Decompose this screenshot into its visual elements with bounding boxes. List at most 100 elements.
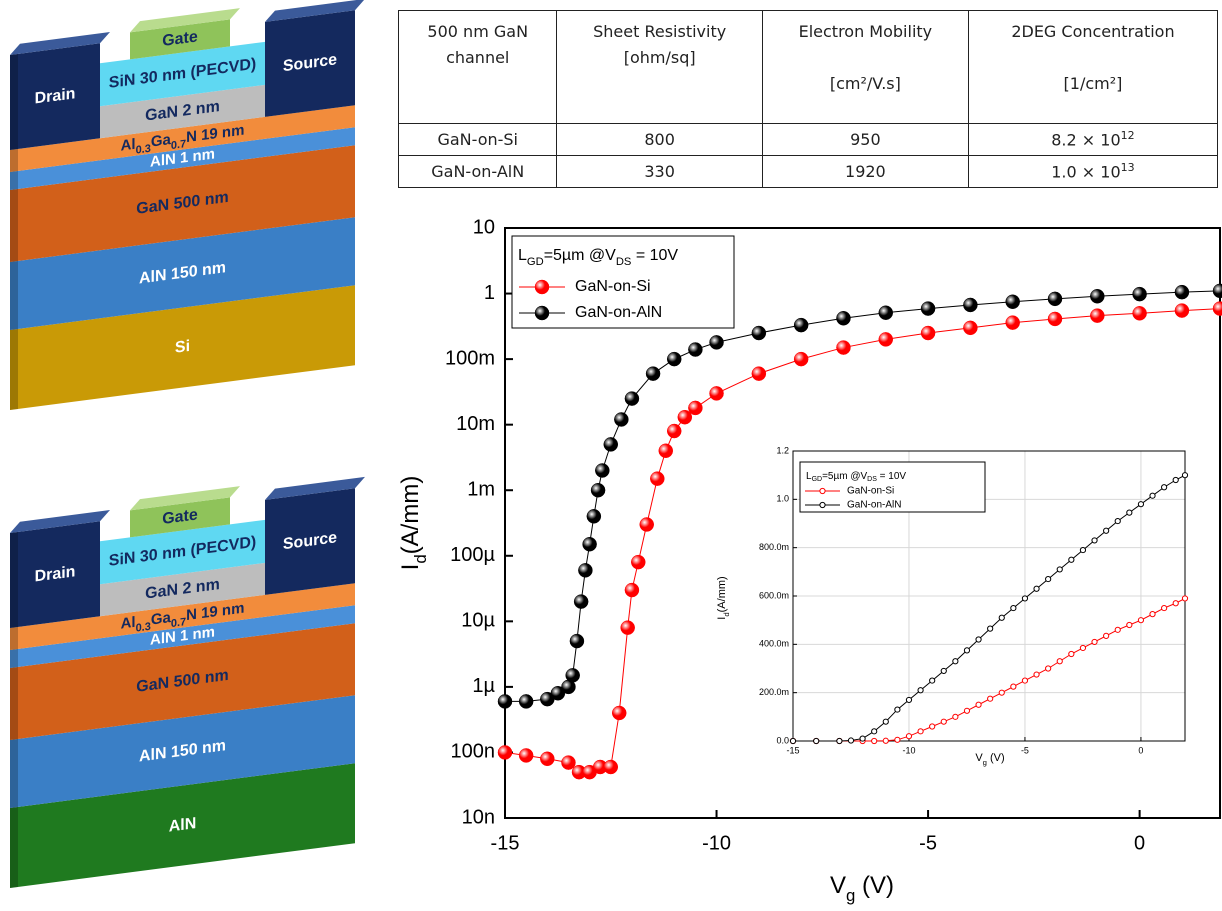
- data-point: [1091, 638, 1098, 646]
- y-tick-label: 10: [473, 216, 495, 238]
- data-point: [894, 736, 901, 743]
- layer: [10, 105, 355, 172]
- layer: [10, 145, 355, 262]
- data-point: [624, 391, 640, 406]
- header-text: 2DEG Concentration: [1011, 22, 1175, 41]
- data-point: [666, 351, 682, 367]
- legend-title-part: GD: [812, 476, 823, 483]
- data-point: [1021, 677, 1029, 684]
- data-point: [952, 658, 959, 665]
- data-point: [920, 325, 936, 341]
- x-axis-label-part: V: [830, 872, 846, 899]
- data-point: [793, 351, 809, 367]
- layer: [10, 127, 355, 190]
- data-point: [1068, 556, 1075, 563]
- y-tick-label: 1.0: [776, 494, 789, 504]
- layer-label-part: Al: [121, 136, 136, 155]
- header-cell: 500 nm GaN channel: [397, 10, 558, 124]
- data-point: [540, 751, 555, 767]
- data-point: [1045, 575, 1052, 583]
- data-point: [569, 633, 585, 649]
- data-point: [1174, 284, 1190, 300]
- top-face: [130, 486, 240, 511]
- data-point: [940, 718, 947, 725]
- data-point: [882, 737, 889, 744]
- y-tick-label: 1µ: [472, 675, 495, 697]
- data-point: [963, 707, 971, 714]
- legend-title-part: DS: [616, 256, 632, 268]
- header-text: [1/cm²]: [1063, 74, 1123, 93]
- layer-label-part: Ga: [151, 131, 172, 151]
- data-point: [836, 311, 851, 326]
- y-tick-label: 100µ: [450, 544, 495, 566]
- top-face: [10, 32, 110, 55]
- data-point: [836, 737, 843, 745]
- data-point: [709, 335, 724, 350]
- cell-text: 1920: [845, 162, 886, 181]
- table-cell: GaN-on-AlN: [397, 155, 558, 188]
- data-point: [929, 723, 936, 730]
- y-tick-label: 10µ: [461, 610, 495, 632]
- layer-label-part: 0.3: [136, 143, 151, 157]
- data-point: [1010, 604, 1017, 612]
- data-point: [963, 297, 978, 313]
- y-tick-label: 0.0: [776, 735, 789, 745]
- data-point: [1079, 644, 1087, 652]
- layer: [10, 521, 100, 628]
- data-point: [894, 706, 901, 713]
- side-shade: [10, 531, 18, 888]
- cell-text: GaN-on-Si: [437, 130, 518, 149]
- data-point: [1090, 288, 1105, 304]
- table-cell: 1.0 × 1013: [967, 155, 1219, 188]
- data-point: [871, 728, 878, 735]
- header-text: [cm²/V.s]: [829, 74, 901, 93]
- data-point: [620, 620, 635, 635]
- data-point: [534, 305, 550, 321]
- data-point: [1103, 632, 1110, 639]
- data-point: [1047, 311, 1063, 327]
- y-tick-label: 1.2: [776, 445, 789, 455]
- data-point: [688, 342, 703, 357]
- y-tick-label: 400.0m: [759, 639, 789, 649]
- header-row: 500 nm GaN channel Sheet Resistivity [ohm/s…: [397, 10, 1219, 124]
- x-axis-label-part: g: [983, 758, 987, 767]
- data-point: [847, 737, 855, 744]
- data-point: [917, 687, 924, 694]
- plot-frame: [504, 227, 1221, 819]
- y-tick-label: 10m: [456, 413, 495, 435]
- table-cell: GaN-on-Si: [397, 123, 558, 156]
- header-cell: Sheet Resistivity [ohm/sq]: [556, 10, 763, 124]
- table-cell: 330: [556, 155, 763, 188]
- data-point: [561, 755, 576, 770]
- layer-label: Gate: [162, 505, 198, 528]
- data-point: [1126, 621, 1133, 629]
- legend-title-part: = 10V: [631, 247, 678, 264]
- data-point: [813, 737, 820, 745]
- data-point: [1079, 546, 1087, 554]
- data-point: [975, 701, 982, 708]
- data-point: [859, 735, 866, 742]
- layer: [130, 497, 230, 538]
- cell-text: 330: [644, 162, 675, 181]
- y-axis-label: Id(A/mm): [716, 576, 731, 619]
- data-point: [878, 305, 894, 320]
- data-point: [1132, 286, 1147, 302]
- legend-title-part: =5µm @V: [544, 247, 616, 264]
- header-text: channel: [446, 48, 510, 67]
- x-tick-label: -5: [1021, 745, 1029, 755]
- header-cell: Electron Mobility [cm²/V.s]: [761, 10, 969, 124]
- layer: [265, 10, 355, 117]
- data-point: [836, 340, 851, 355]
- layer: [100, 41, 265, 107]
- layer: [10, 763, 355, 888]
- data-point: [658, 443, 674, 459]
- x-axis-label-part: g: [846, 886, 855, 905]
- layer-label: Drain: [35, 562, 76, 585]
- y-axis-label-part: (A/mm): [397, 476, 424, 555]
- cell-text: 800: [644, 130, 675, 149]
- data-point: [1149, 492, 1156, 499]
- data-point: [709, 386, 724, 401]
- data-point: [878, 332, 894, 347]
- data-point: [614, 412, 629, 427]
